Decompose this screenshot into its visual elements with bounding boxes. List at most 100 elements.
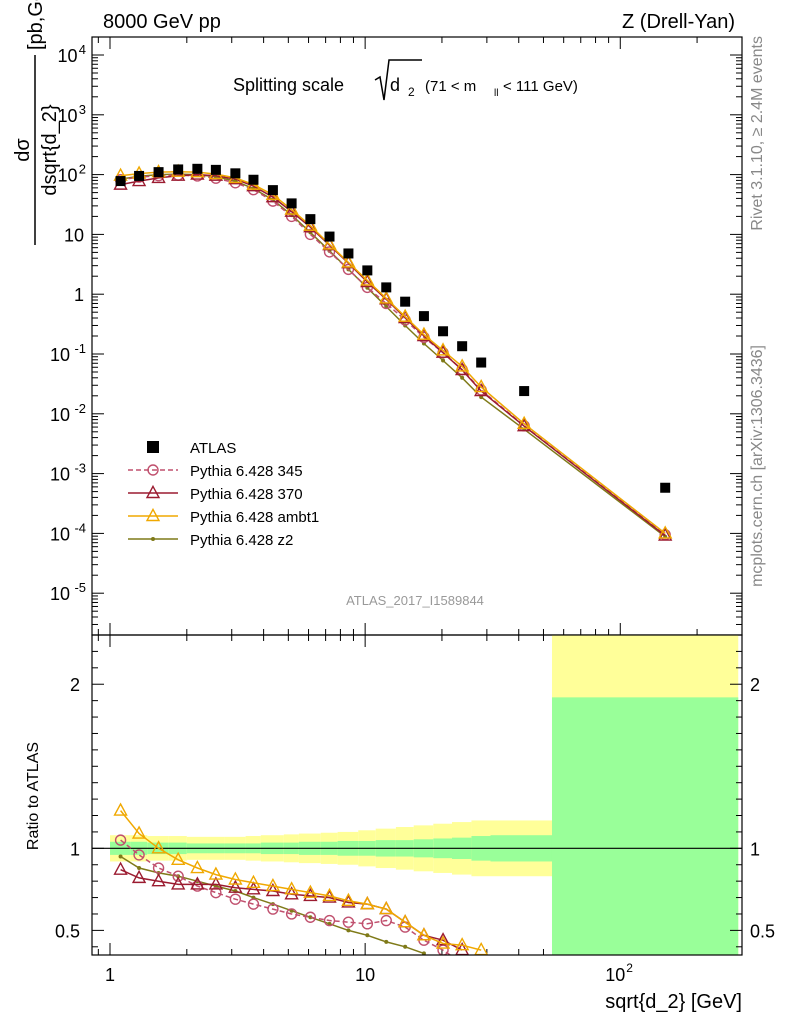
ylabel-num: dσ [12,138,34,162]
y-tick-label: 10 [50,584,70,604]
ratio-point-1 [435,932,451,946]
legend-item: Pythia 6.428 ambt1 [128,507,319,526]
y-tick-label: 10 [57,106,77,126]
atlas-point [210,164,221,175]
legend-item: ATLAS [147,440,236,457]
ratio-point-3 [137,866,142,871]
title-main: Splitting scale [233,75,344,95]
svg-text:Splitting scale: Splitting scale [233,75,344,95]
svg-text:ll: ll [494,88,498,99]
y-tick-exp: 3 [79,102,86,117]
y-tick-exp: 4 [79,42,86,57]
ratio-point-2 [341,892,356,907]
y-tick-label: 10 [57,46,77,66]
header-right: Z (Drell-Yan) [622,11,735,33]
ratio-point-2 [246,874,261,888]
rivet-label: Rivet 3.1.10, ≥ 2.4M events [749,36,766,231]
legend-marker [147,464,159,476]
ratio-point-2 [228,871,243,885]
ratio-point-0 [267,903,279,915]
ratio-point-2 [151,840,166,854]
svg-text:(71 < m: (71 < m [425,78,476,95]
y-tick-label: 1 [74,285,84,305]
ratio-point-2 [208,866,224,880]
atlas-point [173,164,184,175]
ratio-point-0 [380,914,392,927]
y-tick-label: 10 [50,345,70,365]
ratio-y-tick-label: 0.5 [55,921,80,941]
x-tick-label: 10 [605,965,625,985]
atlas-point [660,482,671,493]
ratio-point-2 [131,825,147,839]
ratio-point-2 [113,802,128,816]
y-tick-label: 10 [50,465,70,485]
y-tick-label: 10 [64,225,84,245]
legend-label: Pythia 6.428 370 [190,486,303,503]
ylabel-den: dsqrt{d_2} [39,104,61,196]
legend-marker [145,484,161,499]
ratio-ylabel: Ratio to ATLAS [25,742,42,850]
band-stat [551,697,739,955]
main-point-3 [516,415,532,430]
main-point-2 [265,189,281,203]
atlas-point [457,341,468,352]
main-point-3 [658,525,673,539]
title-sqrt-sub: 2 [408,85,415,99]
main-point-3 [360,272,375,286]
title-cut-close: < 111 GeV) [503,78,578,95]
ratio-point-2 [303,884,318,898]
atlas-point [418,311,429,322]
atlas-point [230,168,241,179]
ratio-point-3 [365,933,370,938]
title-sqrt-sign [374,59,422,101]
ratio-point-3 [308,915,313,920]
header-left: 8000 GeV pp [103,11,221,33]
ratio-panel: 1 10 10 20.5 0.51 12 2 [55,634,775,985]
ylabel-unit-open: [pb,GeV [25,0,47,50]
y-tick-exp: -2 [74,401,86,416]
ratio-point-1 [246,881,261,895]
atlas-point [192,163,203,174]
atlas-point [519,386,530,397]
y-tick-label: 10 [57,166,77,186]
legend-marker [151,537,155,541]
main-point-3 [397,308,413,322]
main-point-2 [303,219,318,233]
main-point-3 [322,236,337,250]
ratio-point-2 [435,935,451,949]
ratio-point-2 [322,887,337,902]
main-ylabel: dσ dsqrt{d_2} [pb,GeV -1 ] [12,0,61,245]
main-point-3 [303,217,318,231]
main-line-4 [120,173,666,538]
ratio-point-1 [113,861,128,875]
ratio-point-1 [151,873,166,887]
legend-item: Pythia 6.428 z2 [128,532,293,549]
x-tick-label: 1 [105,965,115,985]
ratio-point-2 [416,927,432,941]
atlas-point [362,265,373,276]
atlas-point [381,282,392,293]
main-point-1 [323,246,336,258]
main-point-2 [658,527,673,541]
legend-item: Pythia 6.428 370 [128,484,303,503]
ratio-point-2 [360,896,375,910]
y-tick-exp: 2 [79,162,86,177]
ratio-point-2 [265,878,281,892]
ratio-point-2 [170,851,186,866]
uncertainty-bands [110,635,739,955]
legend-marker [145,507,161,522]
ratio-point-3 [346,928,351,933]
atlas-point [343,248,354,259]
legend-label: Pythia 6.428 ambt1 [190,509,319,526]
ratio-point-2 [397,914,413,928]
ratio-point-1 [303,887,318,902]
ratio-point-0 [304,911,317,923]
atlas-point [286,198,297,209]
main-point-3 [284,201,299,215]
x-axis-label: sqrt{d_2} [GeV] [605,991,742,1013]
title-cut-open: (71 < m [425,78,476,95]
ratio-point-1 [131,869,147,884]
ratio-point-3 [421,951,426,955]
ratio-point-0 [133,849,145,861]
y-tick-exp: -1 [74,341,86,356]
